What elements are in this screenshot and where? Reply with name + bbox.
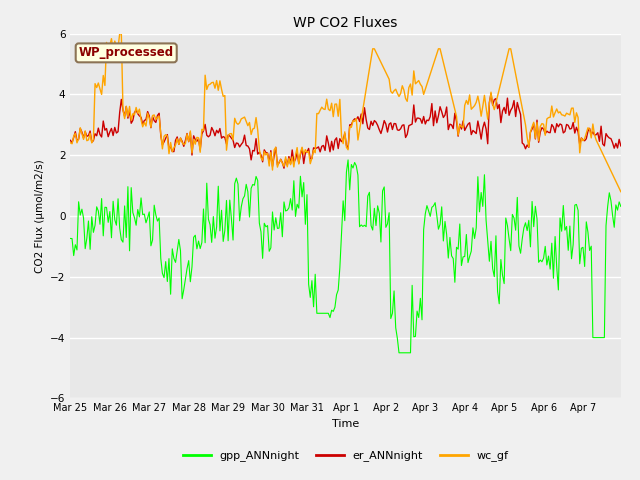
X-axis label: Time: Time xyxy=(332,419,359,429)
Line: wc_gf: wc_gf xyxy=(70,34,621,192)
Title: WP CO2 Fluxes: WP CO2 Fluxes xyxy=(293,16,398,30)
Text: WP_processed: WP_processed xyxy=(79,47,174,60)
Line: er_ANNnight: er_ANNnight xyxy=(70,94,621,168)
Legend: gpp_ANNnight, er_ANNnight, wc_gf: gpp_ANNnight, er_ANNnight, wc_gf xyxy=(179,446,513,466)
Y-axis label: CO2 Flux (μmol/m2/s): CO2 Flux (μmol/m2/s) xyxy=(35,159,45,273)
Line: gpp_ANNnight: gpp_ANNnight xyxy=(70,160,621,353)
